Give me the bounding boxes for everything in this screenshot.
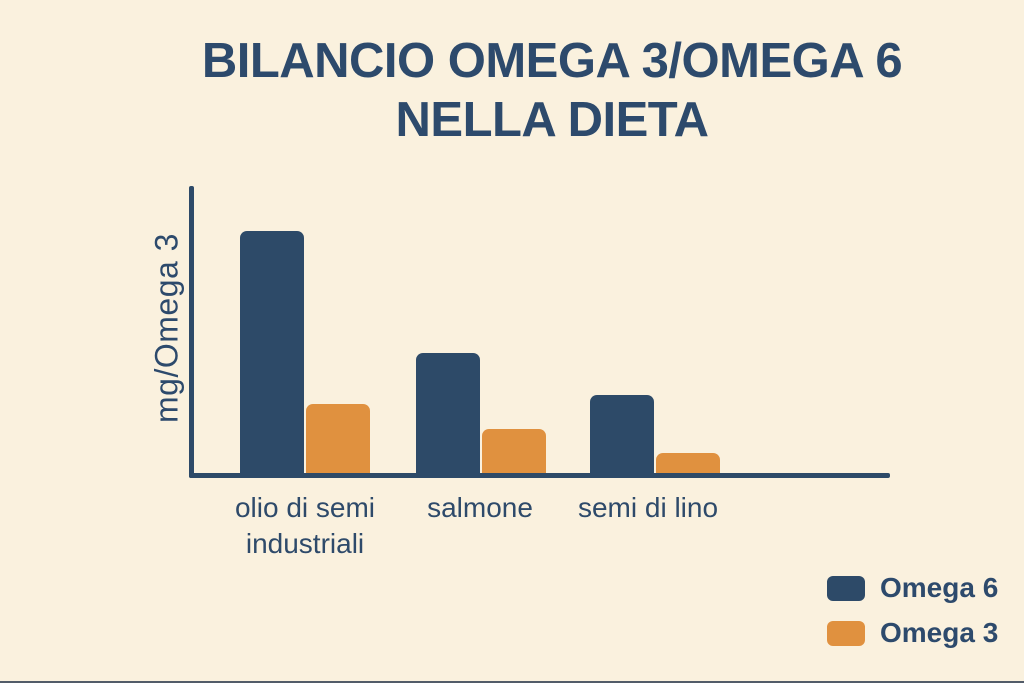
bar-omega3-salmone — [482, 429, 546, 475]
chart-title-line2: NELLA DIETA — [395, 93, 709, 147]
legend-label-omega3: Omega 3 — [880, 617, 999, 648]
x-label-semi-di-lino: semi di lino — [577, 492, 719, 523]
bar-omega3-olio-di-semi — [306, 404, 370, 475]
chart-title-line1: BILANCIO OMEGA 3/OMEGA 6 — [201, 34, 903, 88]
image-bottom-edge — [0, 681, 1024, 683]
bar-omega3-semi-di-lino — [656, 453, 720, 475]
legend-item-omega3: Omega 3 — [827, 617, 998, 649]
legend: Omega 6 Omega 3 — [827, 572, 998, 649]
legend-swatch-omega3 — [827, 620, 865, 646]
x-label-salmone: salmone — [427, 492, 533, 523]
bar-omega6-salmone — [416, 353, 480, 475]
legend-item-omega6: Omega 6 — [827, 572, 998, 604]
x-label-olio-di-semi-industriali: olio di semi industriali — [234, 492, 376, 559]
legend-swatch-omega6 — [827, 575, 865, 601]
legend-label-omega6: Omega 6 — [880, 572, 999, 603]
y-axis-label: mg/Omega 3 — [148, 233, 185, 423]
y-axis — [189, 186, 194, 478]
x-axis — [189, 473, 890, 478]
chart-title: BILANCIO OMEGA 3/OMEGA 6 NELLA DIETA — [80, 32, 1024, 150]
bar-omega6-olio-di-semi — [240, 231, 304, 475]
bar-omega6-semi-di-lino — [590, 395, 654, 475]
